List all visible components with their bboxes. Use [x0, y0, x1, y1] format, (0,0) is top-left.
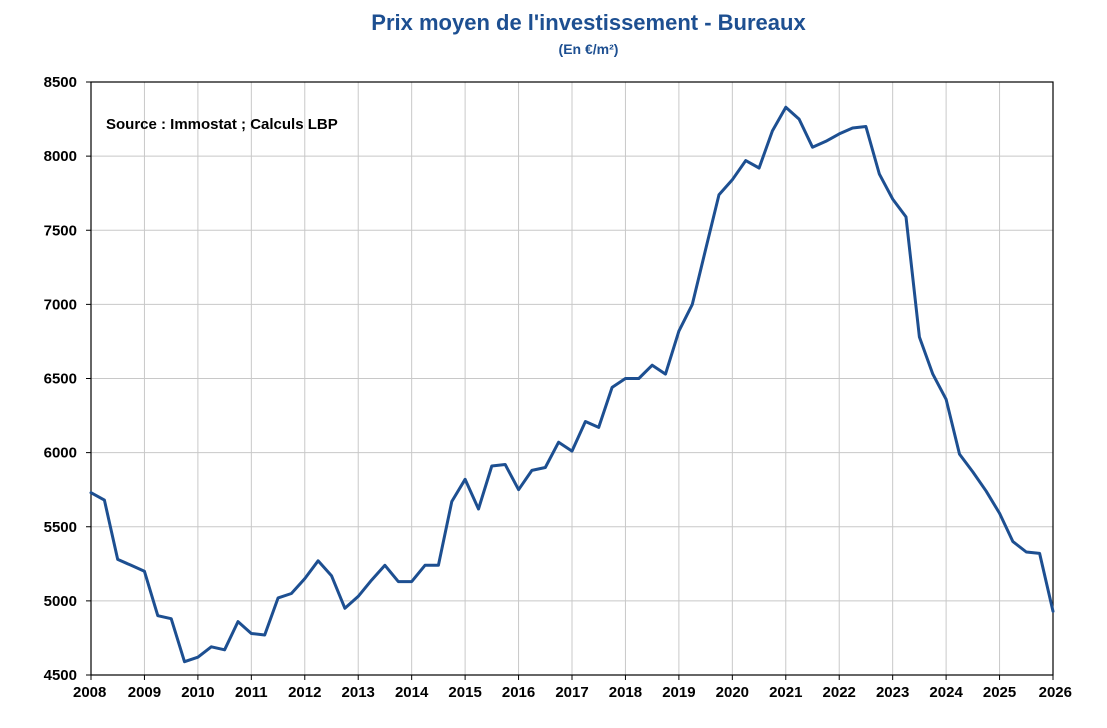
x-tick-label: 2011 [235, 684, 268, 701]
y-tick-label: 8000 [44, 148, 77, 165]
x-tick-label: 2019 [662, 684, 695, 701]
x-tick-label: 2018 [609, 684, 642, 701]
grid-lines [90, 81, 1054, 676]
y-axis-ticks: 4500 5000 5500 6000 6500 7000 7500 8000 8500 [44, 74, 91, 684]
x-tick-label: 2012 [288, 684, 321, 701]
y-tick-label: 5000 [44, 593, 77, 610]
y-tick-label: 7500 [44, 222, 77, 239]
chart-subtitle: (En €/m²) [558, 41, 619, 57]
x-tick-label: 2022 [823, 684, 856, 701]
y-tick-label: 5500 [44, 519, 77, 536]
y-tick-label: 6500 [44, 371, 77, 388]
x-tick-label: 2025 [983, 684, 1016, 701]
x-tick-label: 2013 [342, 684, 375, 701]
y-tick-label: 4500 [44, 667, 77, 684]
x-tick-label: 2008 [73, 684, 106, 701]
y-tick-label: 7000 [44, 296, 77, 313]
source-annotation: Source : Immostat ; Calculs LBP [106, 116, 338, 133]
x-tick-label: 2014 [395, 684, 429, 701]
x-tick-label: 2010 [181, 684, 214, 701]
x-tick-label: 2023 [876, 684, 909, 701]
x-tick-label: 2015 [448, 684, 481, 701]
y-tick-label: 8500 [44, 74, 77, 91]
x-tick-label: 2020 [716, 684, 749, 701]
chart-title: Prix moyen de l'investissement - Bureaux [371, 10, 806, 35]
x-tick-label: 2024 [929, 684, 963, 701]
x-axis-ticks: 2008 2009 2010 2011 2012 2013 2014 2015 2016 2017… [73, 675, 1072, 701]
series-line [89, 105, 1055, 664]
x-tick-label: 2016 [502, 684, 535, 701]
y-tick-label: 6000 [44, 445, 77, 462]
x-tick-label: 2021 [769, 684, 802, 701]
x-tick-label: 2009 [128, 684, 161, 701]
x-tick-label: 2017 [555, 684, 588, 701]
x-tick-label: 2026 [1039, 684, 1072, 701]
